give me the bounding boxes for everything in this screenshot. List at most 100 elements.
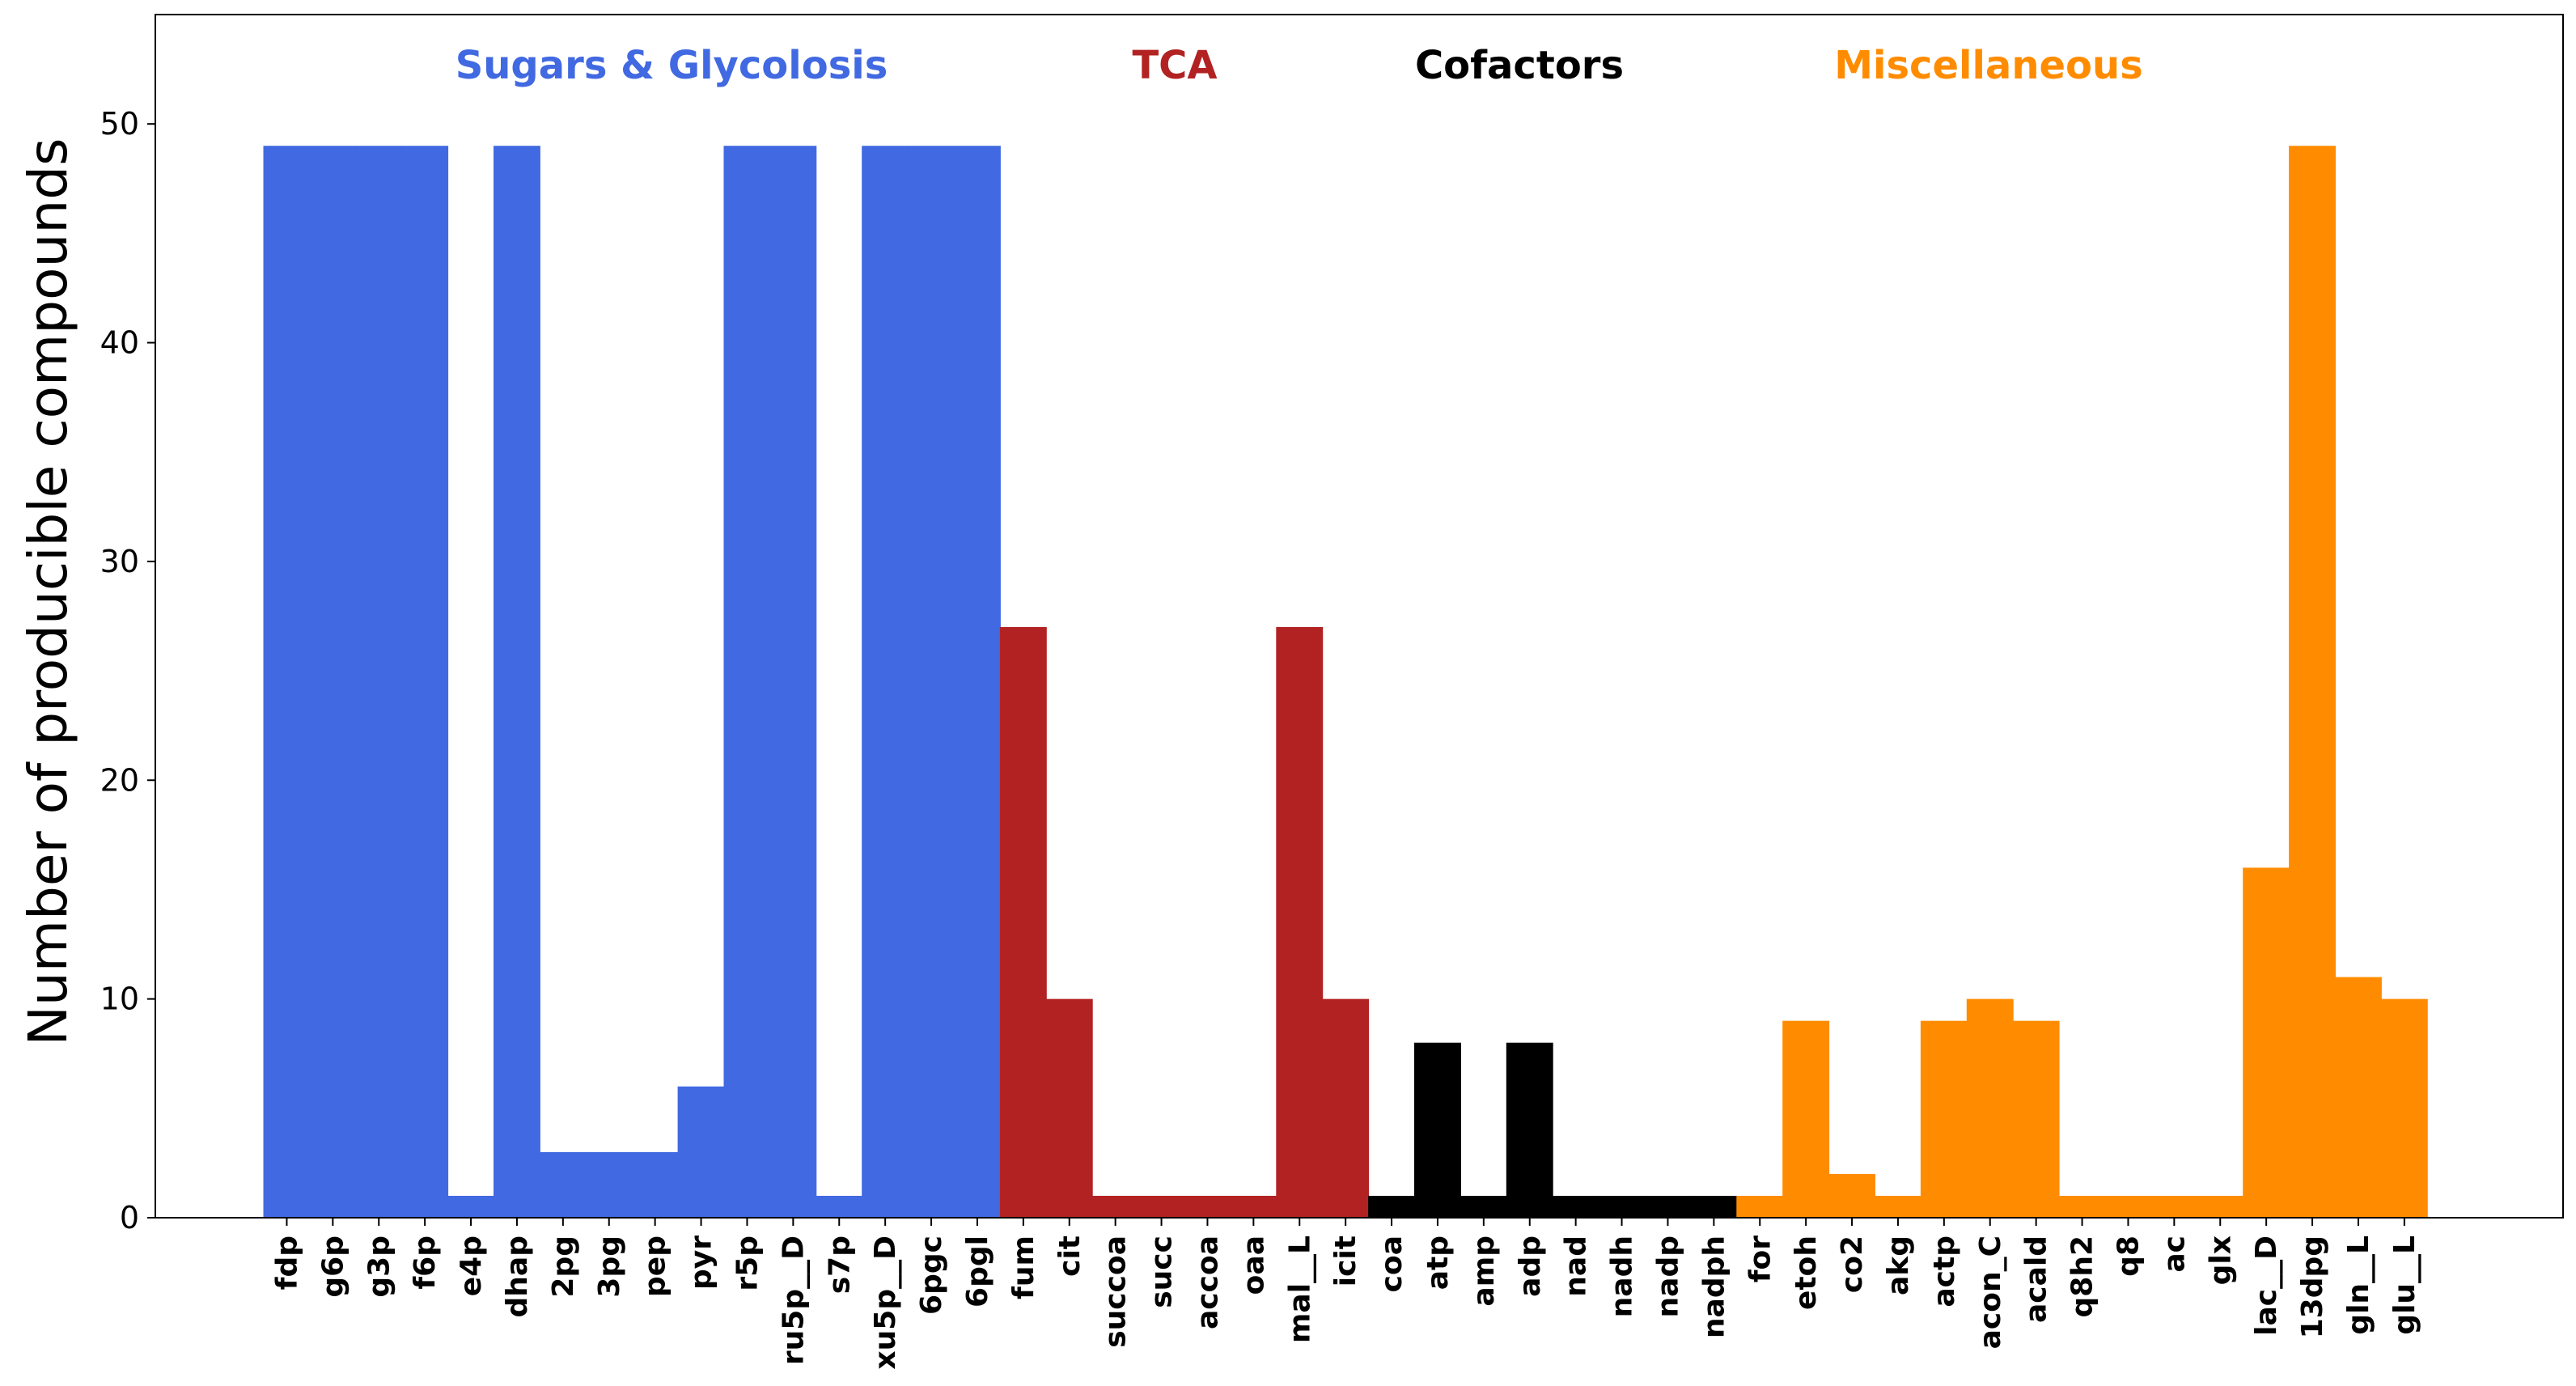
bar-f6p bbox=[401, 146, 449, 1219]
bar-ru5p__D bbox=[769, 146, 817, 1219]
x-tick-label-akg: akg bbox=[1882, 1236, 1915, 1295]
x-tick-label-q8h2: q8h2 bbox=[2066, 1236, 2099, 1318]
x-tick-label-2pg: 2pg bbox=[547, 1236, 580, 1298]
bar-mal__L bbox=[1276, 627, 1324, 1218]
y-tick-label: 10 bbox=[100, 981, 139, 1017]
x-tick-label-for: for bbox=[1743, 1236, 1777, 1282]
x-tick-label-gln__L: gln__L bbox=[2342, 1236, 2375, 1335]
plot-frame bbox=[155, 14, 2564, 1219]
bar-lac__D bbox=[2243, 867, 2290, 1218]
x-tick-label-g3p: g3p bbox=[362, 1236, 396, 1298]
bar-xu5p__D bbox=[862, 146, 909, 1219]
x-tick-label-6pgc: 6pgc bbox=[915, 1236, 948, 1315]
x-tick-label-6pgl: 6pgl bbox=[961, 1236, 994, 1308]
bar-6pgl bbox=[954, 146, 1001, 1219]
x-tick-label-fdp: fdp bbox=[270, 1236, 303, 1290]
bar-nadh bbox=[1598, 1195, 1646, 1218]
x-tick-label-fum: fum bbox=[1007, 1236, 1040, 1299]
group-label-2: Cofactors bbox=[1415, 43, 1624, 88]
bar-accoa bbox=[1184, 1195, 1231, 1218]
bar-glu__L bbox=[2380, 998, 2428, 1218]
bar-nad bbox=[1552, 1195, 1599, 1218]
x-tick-label-pep: pep bbox=[639, 1236, 672, 1297]
bar-g3p bbox=[355, 146, 403, 1219]
x-tick-label-3pg: 3pg bbox=[593, 1236, 626, 1298]
group-labels: Sugars & Glycolosis TCA Cofactors Miscellan… bbox=[455, 43, 2143, 88]
bar-acald bbox=[2012, 1020, 2060, 1218]
bar-co2 bbox=[1828, 1173, 1875, 1218]
x-tick-label-oaa: oaa bbox=[1237, 1236, 1270, 1295]
x-tick-label-g6p: g6p bbox=[316, 1236, 350, 1298]
x-tick-label-nadh: nadh bbox=[1606, 1236, 1639, 1317]
bar-2pg bbox=[539, 1151, 587, 1218]
y-tick-label: 50 bbox=[100, 106, 139, 142]
bar-adp bbox=[1506, 1042, 1553, 1218]
bar-succ bbox=[1138, 1195, 1185, 1218]
x-tick-label-amp: amp bbox=[1468, 1236, 1501, 1307]
y-tick-label: 40 bbox=[100, 325, 139, 361]
y-tick-label: 30 bbox=[100, 544, 139, 579]
bar-pep bbox=[631, 1151, 679, 1218]
x-tick-label-glx: glx bbox=[2204, 1236, 2237, 1285]
x-tick-label-nad: nad bbox=[1560, 1236, 1593, 1297]
x-tick-label-cit: cit bbox=[1053, 1236, 1087, 1277]
x-tick-label-glu__L: glu__L bbox=[2388, 1236, 2421, 1335]
bar-r5p bbox=[723, 146, 771, 1219]
x-tick-label-xu5p__D: xu5p__D bbox=[869, 1236, 902, 1370]
x-tick-label-13dpg: 13dpg bbox=[2296, 1236, 2329, 1338]
x-tick-label-adp: adp bbox=[1514, 1236, 1547, 1297]
bar-atp bbox=[1414, 1042, 1461, 1218]
group-label-3: Miscellaneous bbox=[1834, 43, 2143, 88]
x-tick-label-q8: q8 bbox=[2112, 1236, 2145, 1277]
x-tick-label-actp: actp bbox=[1928, 1236, 1961, 1308]
bar-13dpg bbox=[2289, 146, 2336, 1219]
bar-nadp bbox=[1644, 1195, 1692, 1218]
x-tick-label-mal__L: mal__L bbox=[1283, 1236, 1316, 1343]
bar-nadph bbox=[1690, 1195, 1738, 1218]
bar-gln__L bbox=[2335, 977, 2382, 1218]
x-tick-label-dhap: dhap bbox=[501, 1236, 534, 1317]
y-axis: 0 10 20 30 40 50 bbox=[100, 106, 155, 1236]
bars-layer bbox=[263, 146, 2428, 1219]
bar-g6p bbox=[309, 146, 357, 1219]
bar-actp bbox=[1920, 1020, 1968, 1218]
bar-cit bbox=[1045, 998, 1093, 1218]
group-label-0: Sugars & Glycolosis bbox=[455, 43, 888, 88]
x-tick-label-coa: coa bbox=[1375, 1236, 1409, 1292]
bar-3pg bbox=[585, 1151, 633, 1218]
bar-fum bbox=[999, 627, 1047, 1218]
bar-oaa bbox=[1230, 1195, 1277, 1218]
bar-amp bbox=[1460, 1195, 1507, 1218]
x-tick-label-ac: ac bbox=[2158, 1236, 2191, 1273]
x-tick-label-acald: acald bbox=[2020, 1236, 2053, 1323]
bar-pyr bbox=[677, 1086, 725, 1218]
bar-fdp bbox=[263, 146, 311, 1219]
x-tick-label-pyr: pyr bbox=[685, 1236, 718, 1290]
bar-for bbox=[1736, 1195, 1784, 1218]
bar-q8h2 bbox=[2058, 1195, 2106, 1218]
x-tick-label-s7p: s7p bbox=[823, 1236, 856, 1294]
x-tick-label-icit: icit bbox=[1329, 1236, 1362, 1286]
x-tick-label-etoh: etoh bbox=[1790, 1236, 1823, 1310]
bar-akg bbox=[1875, 1195, 1921, 1218]
x-tick-label-r5p: r5p bbox=[731, 1236, 764, 1291]
x-tick-label-lac__D: lac__D bbox=[2250, 1236, 2283, 1336]
bar-succoa bbox=[1091, 1195, 1139, 1218]
bar-glx bbox=[2197, 1195, 2244, 1218]
bar-6pgc bbox=[908, 146, 955, 1219]
x-tick-label-succ: succ bbox=[1146, 1236, 1179, 1308]
x-tick-label-nadph: nadph bbox=[1697, 1236, 1731, 1338]
bar-dhap bbox=[494, 146, 540, 1219]
x-tick-label-nadp: nadp bbox=[1651, 1236, 1684, 1317]
bar-e4p bbox=[447, 1195, 494, 1218]
y-tick-label: 20 bbox=[100, 762, 139, 798]
bar-etoh bbox=[1782, 1020, 1830, 1218]
x-tick-label-e4p: e4p bbox=[455, 1236, 488, 1296]
bar-s7p bbox=[816, 1195, 863, 1218]
group-label-1: TCA bbox=[1132, 43, 1217, 88]
x-axis: fdp g6p g3p f6p e4p dhap 2pg 3pg pep pyr r5p ru5p__… bbox=[270, 1218, 2421, 1370]
bar-coa bbox=[1368, 1195, 1415, 1218]
bar-acon_C bbox=[1966, 998, 2014, 1218]
bar-ac bbox=[2150, 1195, 2198, 1218]
